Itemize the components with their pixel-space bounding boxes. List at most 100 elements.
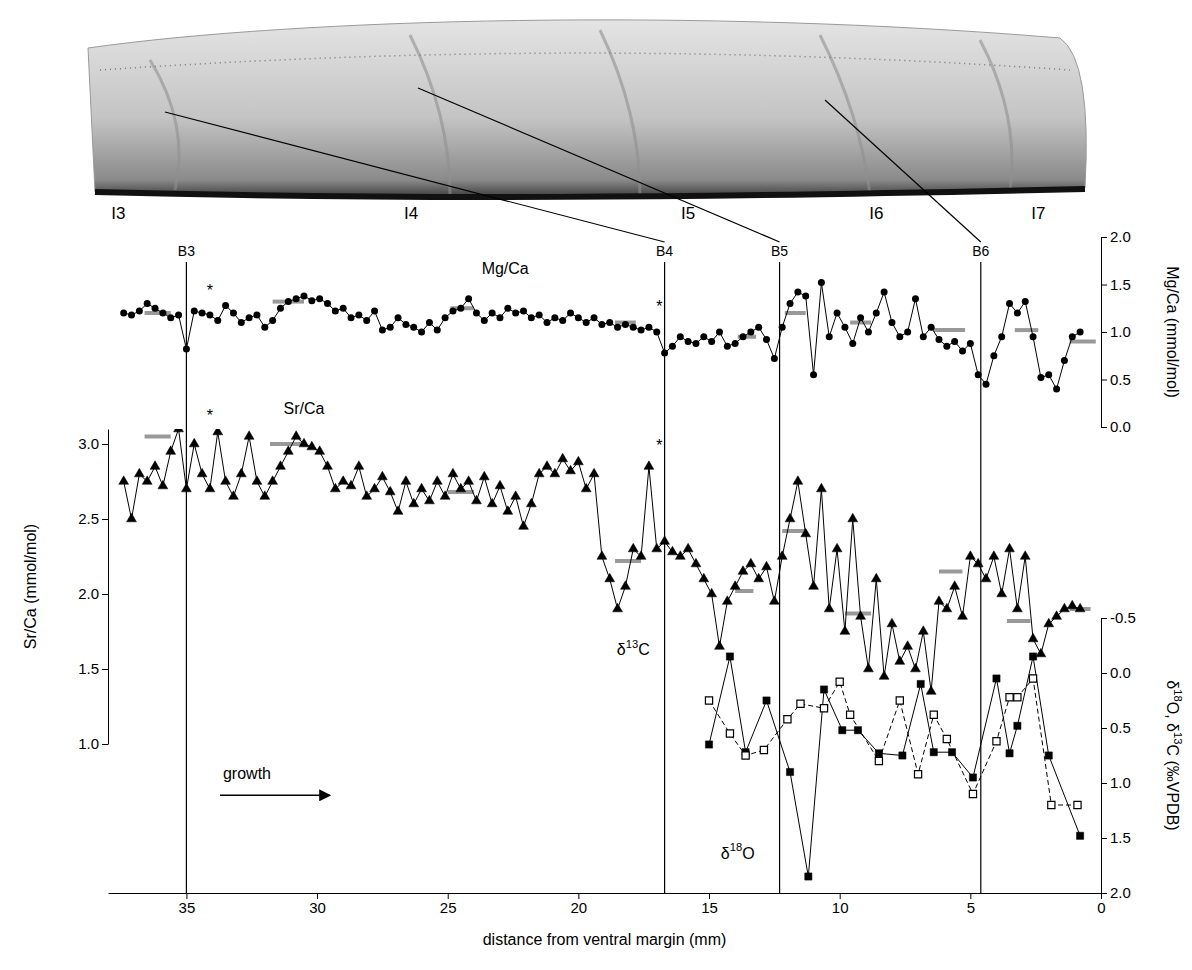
data-point	[442, 314, 449, 321]
data-point	[700, 333, 707, 340]
data-point	[175, 311, 182, 318]
data-point	[677, 333, 684, 340]
data-point	[1076, 832, 1083, 839]
data-point	[691, 558, 701, 567]
data-point	[620, 581, 630, 590]
data-point	[879, 671, 889, 680]
tick-mark	[1101, 380, 1107, 381]
data-point	[512, 310, 519, 317]
data-point	[189, 438, 199, 447]
data-point	[875, 757, 882, 764]
text-part: C (‰VPDB)	[1164, 744, 1181, 830]
data-point	[205, 483, 215, 492]
plot-area	[705, 653, 1083, 880]
data-point	[769, 596, 779, 605]
data-point	[424, 495, 434, 504]
mean-bar	[934, 328, 965, 332]
data-point	[839, 727, 846, 734]
data-point	[762, 561, 772, 570]
annotation: *	[656, 298, 662, 315]
data-point	[362, 491, 372, 500]
data-point	[716, 329, 723, 336]
tick-mark	[1101, 618, 1107, 619]
tick-mark	[102, 444, 108, 445]
growth-band	[150, 60, 179, 190]
mean-bar	[782, 529, 806, 533]
boundary-label: B3	[178, 243, 195, 259]
tick-label: 2.0	[1110, 884, 1131, 901]
data-point	[285, 298, 292, 305]
mean-bar	[1070, 340, 1096, 344]
data-point	[747, 329, 754, 336]
tick-mark	[1101, 237, 1107, 238]
data-point	[348, 314, 355, 321]
data-point	[1074, 801, 1081, 808]
data-point	[834, 310, 841, 317]
data-point	[896, 697, 903, 704]
data-point	[338, 476, 348, 485]
data-point	[355, 311, 362, 318]
data-point	[832, 543, 842, 552]
data-point	[787, 300, 794, 307]
data-point	[481, 317, 488, 324]
data-point	[134, 468, 144, 477]
data-point	[489, 310, 496, 317]
data-point	[354, 461, 364, 470]
tick: 0.5	[1101, 719, 1131, 736]
data-point	[981, 573, 991, 582]
data-point	[448, 468, 458, 477]
data-point	[865, 329, 872, 336]
data-point	[794, 289, 801, 296]
tick: 2.0	[78, 585, 108, 602]
data-point	[230, 310, 237, 317]
data-point	[818, 279, 825, 286]
tick: 35	[179, 893, 196, 916]
boundary-line	[664, 262, 665, 893]
data-point	[519, 521, 529, 530]
data-point	[873, 310, 880, 317]
data-point	[943, 343, 950, 350]
text-part: Sr/Ca (mmol/mol)	[22, 524, 39, 649]
data-point	[496, 314, 503, 321]
data-point	[742, 752, 749, 759]
tick: -0.5	[1101, 609, 1136, 626]
data-point	[638, 327, 645, 334]
data-point	[150, 461, 160, 470]
text-part: growth	[223, 766, 271, 783]
data-point	[797, 700, 804, 707]
tick: 30	[309, 893, 326, 916]
text-part: δ	[721, 845, 730, 862]
data-point	[763, 336, 770, 343]
data-point	[268, 476, 278, 485]
data-point	[816, 483, 826, 492]
data-point	[581, 483, 591, 492]
data-point	[495, 480, 505, 489]
data-point	[732, 340, 739, 347]
text-part: δ	[617, 641, 626, 658]
data-point	[928, 324, 935, 331]
data-point	[715, 641, 725, 650]
data-point	[810, 371, 817, 378]
data-point	[550, 468, 560, 477]
data-point	[573, 456, 583, 465]
data-point	[152, 305, 159, 312]
data-point	[238, 319, 245, 326]
data-point	[1005, 543, 1015, 552]
data-point	[959, 348, 966, 355]
data-point	[930, 749, 937, 756]
data-point	[377, 471, 387, 480]
data-point	[965, 551, 975, 560]
data-point	[511, 491, 521, 500]
interval-label: I5	[681, 204, 695, 223]
text-part: *	[207, 407, 213, 424]
data-point	[895, 656, 905, 665]
data-point	[191, 308, 198, 315]
tick: 1.0	[1101, 774, 1131, 791]
data-point	[785, 513, 795, 522]
data-point	[440, 491, 450, 500]
data-point	[969, 790, 976, 797]
text-part: *	[656, 298, 662, 315]
tick-mark	[1101, 673, 1107, 674]
data-point	[856, 611, 866, 620]
tick: 0.5	[1101, 371, 1131, 388]
